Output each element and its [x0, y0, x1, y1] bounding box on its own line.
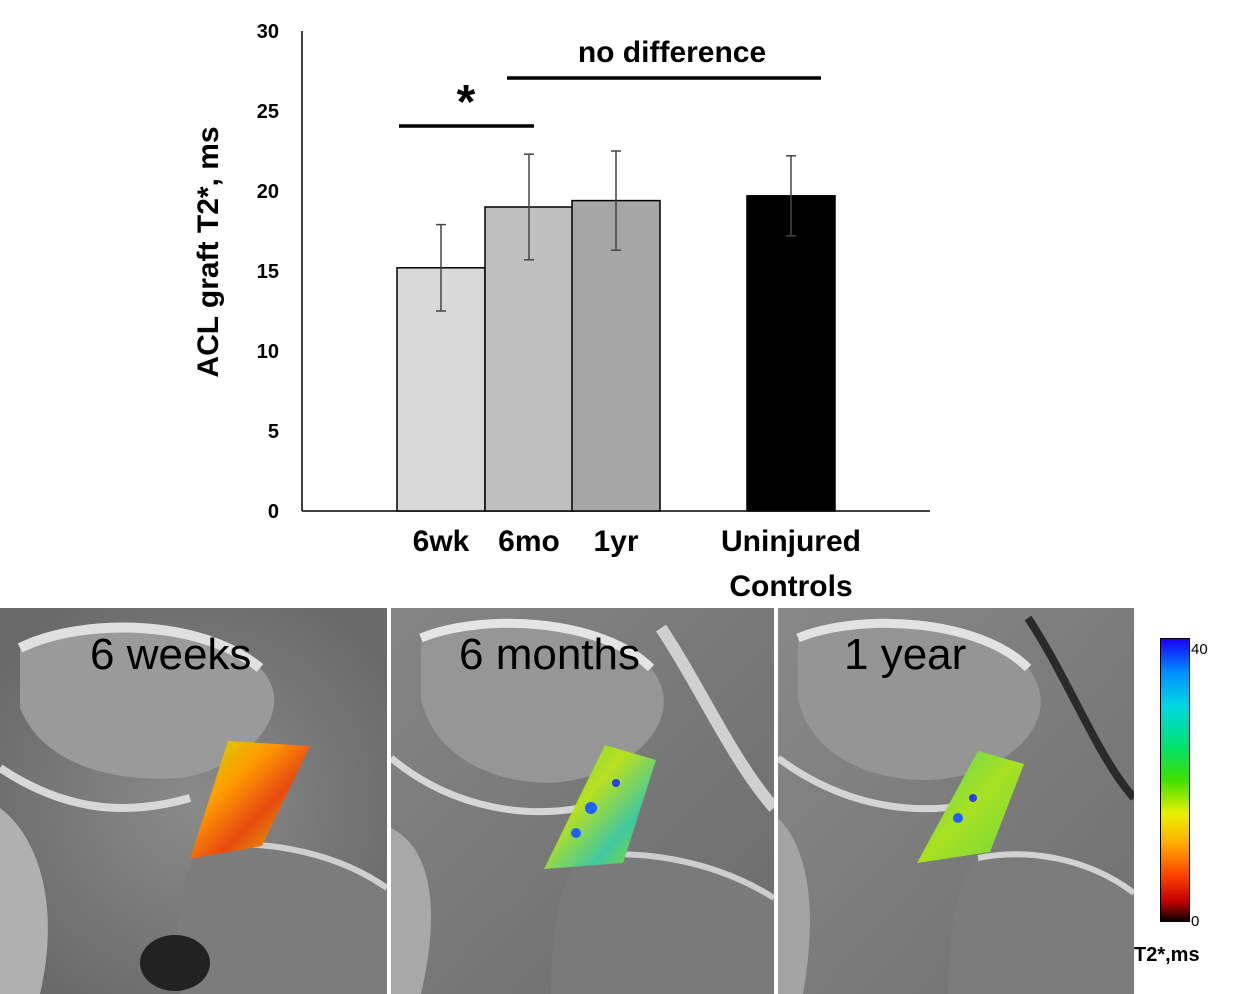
no-difference-label: no difference — [578, 36, 766, 69]
x-tick-label: Uninjured — [721, 525, 861, 558]
panel-label: 1 year — [844, 630, 967, 679]
y-tick-label: 15 — [257, 261, 279, 283]
colorbar: 40 0 T2*,ms — [1134, 608, 1246, 994]
y-tick-label: 5 — [268, 421, 279, 443]
significance-star: * — [457, 76, 476, 129]
bar — [746, 195, 836, 512]
colorbar-gradient — [1160, 638, 1190, 922]
t2-overlay — [190, 741, 310, 859]
significance-annotations: * no difference — [399, 36, 821, 129]
y-tick-label: 20 — [257, 181, 279, 203]
t2-overlay — [544, 745, 656, 869]
x-tick-label: Controls — [729, 570, 852, 603]
x-tick-label: 1yr — [593, 525, 638, 558]
colorbar-min-label: 0 — [1191, 913, 1200, 930]
y-axis-label: ACL graft T2*, ms — [192, 126, 225, 377]
y-axis-ticks: 0 5 10 15 20 25 30 — [257, 21, 279, 523]
y-tick-label: 30 — [257, 21, 279, 43]
y-tick-label: 0 — [268, 501, 279, 523]
colorbar-max-label: 40 — [1191, 641, 1208, 658]
mri-image — [778, 608, 1134, 994]
x-axis-labels: 6wk 6mo 1yr Uninjured Controls — [413, 525, 861, 603]
bars — [396, 150, 836, 512]
mri-panel-1-year: 1 year — [778, 608, 1134, 994]
x-tick-label: 6wk — [413, 525, 470, 558]
bar — [571, 199, 661, 512]
y-tick-label: 10 — [257, 341, 279, 363]
mri-panel-6-months: 6 months — [391, 608, 774, 994]
mri-panel-6-weeks: 6 weeks — [0, 608, 387, 994]
colorbar-unit-label: T2*,ms — [1134, 944, 1200, 966]
panel-label: 6 months — [459, 630, 640, 679]
t2-overlay — [917, 751, 1024, 863]
panel-label: 6 weeks — [90, 630, 252, 679]
x-tick-label: 6mo — [498, 525, 560, 558]
bar — [484, 206, 574, 512]
y-tick-label: 25 — [257, 101, 279, 123]
mri-image — [0, 608, 387, 994]
mri-image — [391, 608, 774, 994]
